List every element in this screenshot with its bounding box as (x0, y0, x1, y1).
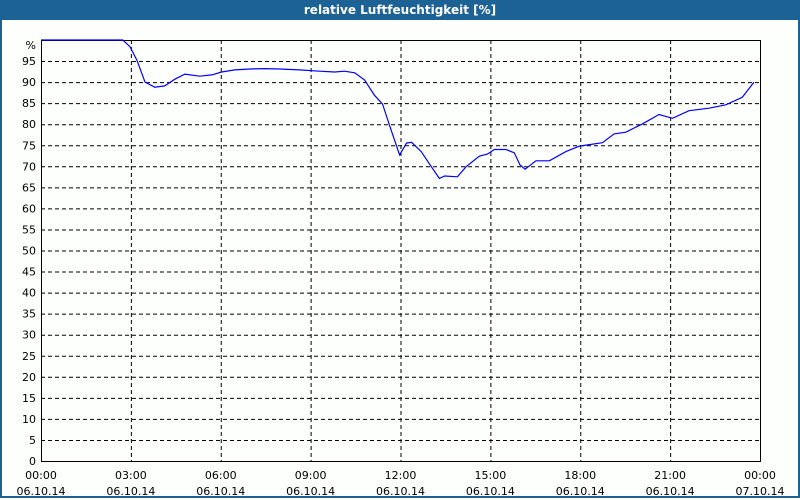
y-tick-label: 85 (22, 97, 36, 110)
y-tick-label: 90 (22, 76, 36, 89)
y-tick-label: 0 (29, 455, 36, 468)
y-tick-label: 40 (22, 287, 36, 300)
y-tick-label: 30 (22, 329, 36, 342)
y-tick-label: 80 (22, 118, 36, 131)
x-tick-date: 06.10.14 (556, 485, 605, 498)
y-tick-label: 75 (22, 139, 36, 152)
y-tick-label: 60 (22, 202, 36, 215)
y-axis-label: % (26, 39, 36, 52)
series-line (41, 39, 755, 180)
y-tick-label: 25 (22, 350, 36, 363)
y-tick-label: 55 (22, 223, 36, 236)
x-tick-date: 06.10.14 (376, 485, 425, 498)
x-tick-date: 06.10.14 (17, 485, 66, 498)
x-tick-time: 00:00 (744, 469, 776, 482)
x-tick-date: 06.10.14 (286, 485, 335, 498)
x-tick-date: 06.10.14 (106, 485, 155, 498)
y-tick-label: 70 (22, 160, 36, 173)
x-tick-time: 12:00 (385, 469, 417, 482)
x-tick-time: 15:00 (475, 469, 507, 482)
x-tick-time: 03:00 (115, 469, 147, 482)
x-tick-time: 09:00 (295, 469, 327, 482)
y-tick-label: 50 (22, 245, 36, 258)
x-tick-date: 06.10.14 (196, 485, 245, 498)
y-tick-label: 95 (22, 55, 36, 68)
x-tick-date: 06.10.14 (466, 485, 515, 498)
x-tick-time: 21:00 (654, 469, 686, 482)
y-tick-label: 65 (22, 181, 36, 194)
plot-border (41, 40, 761, 462)
y-tick-label: 10 (22, 413, 36, 426)
chart-title: relative Luftfeuchtigkeit [%] (0, 0, 800, 20)
y-tick-label: 20 (22, 371, 36, 384)
x-tick-time: 06:00 (205, 469, 237, 482)
y-tick-label: 35 (22, 308, 36, 321)
y-tick-label: 15 (22, 392, 36, 405)
x-tick-time: 18:00 (564, 469, 596, 482)
y-tick-label: 5 (29, 434, 36, 447)
y-tick-label: 45 (22, 266, 36, 279)
x-tick-date: 07.10.14 (736, 485, 785, 498)
x-tick-date: 06.10.14 (646, 485, 695, 498)
x-tick-time: 00:00 (25, 469, 57, 482)
